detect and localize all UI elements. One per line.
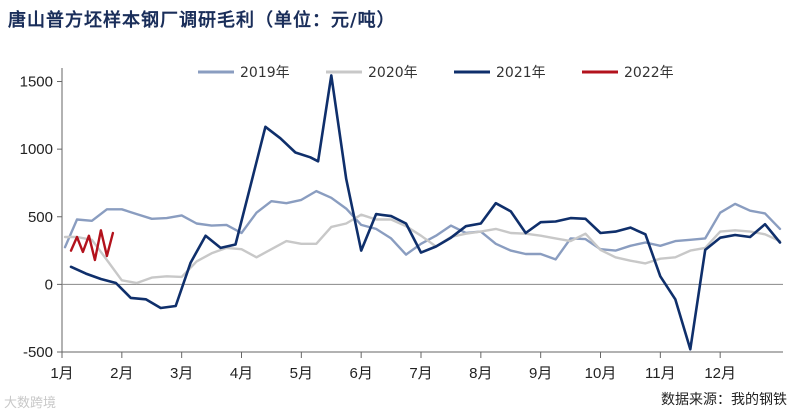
y-tick-label: 1500 [20, 74, 53, 91]
x-tick-label: 6月 [349, 365, 372, 382]
series-line-2020年 [63, 213, 782, 285]
legend: 2019年 2020年 2021年 2022年 [198, 65, 674, 81]
y-tick-label: 1000 [20, 141, 53, 158]
x-tick-label: 5月 [290, 365, 313, 382]
x-tick-label: 4月 [230, 365, 253, 382]
legend-label: 2020年 [368, 65, 418, 81]
x-tick-label: 10月 [585, 365, 617, 382]
legend-label: 2021年 [496, 65, 546, 81]
y-tick-label: -500 [23, 344, 53, 361]
axes: -500 0 500 1000 1500 1月 2月 3月 4月 5月 6月 7月 8月 9月 10月 11月… [20, 68, 783, 382]
x-tick-label: 8月 [469, 365, 492, 382]
x-tick-label: 11月 [645, 365, 676, 382]
series-line-2019年 [63, 189, 782, 261]
series-line-2021年 [69, 74, 782, 351]
x-tick-label: 3月 [170, 365, 193, 382]
x-tick-label: 12月 [704, 365, 736, 382]
y-tick-label: 0 [45, 276, 53, 293]
y-tick-label: 500 [28, 209, 53, 226]
series-line-2022年 [69, 229, 115, 262]
legend-item-2022年: 2022年 [582, 65, 674, 81]
series-group [63, 74, 782, 351]
x-tick-label: 9月 [529, 365, 552, 382]
x-tick-label: 7月 [409, 365, 432, 382]
watermark: 大数跨境 [4, 396, 57, 411]
legend-item-2021年: 2021年 [454, 65, 546, 81]
legend-label: 2022年 [624, 65, 674, 81]
x-tick-label: 1月 [50, 365, 73, 382]
legend-item-2019年: 2019年 [198, 65, 290, 81]
legend-label: 2019年 [240, 65, 290, 81]
x-tick-label: 2月 [110, 365, 133, 382]
legend-item-2020年: 2020年 [326, 65, 418, 81]
chart-title: 唐山普方坯样本钢厂调研毛利（单位：元/吨） [8, 10, 396, 31]
data-source: 数据来源：我的钢铁 [661, 392, 787, 408]
